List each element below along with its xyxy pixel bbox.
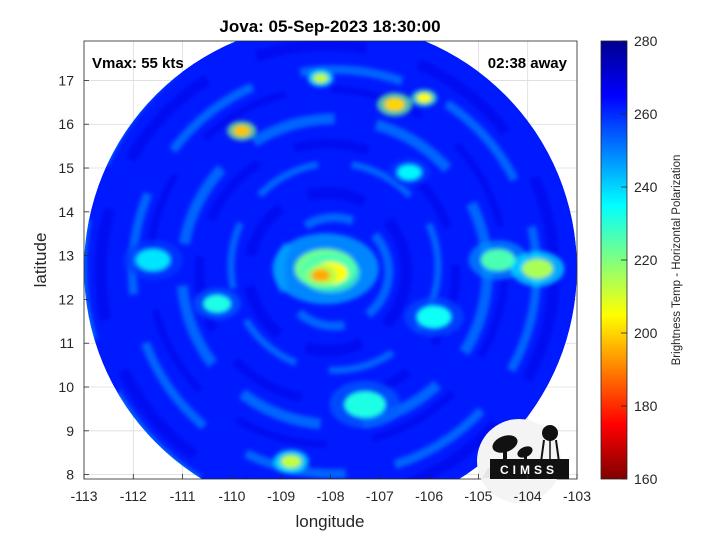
y-tick-label: 15 bbox=[58, 160, 74, 176]
colorbar-tick-label: 180 bbox=[634, 398, 658, 414]
y-tick-label: 16 bbox=[58, 116, 74, 132]
x-tick-label: -107 bbox=[366, 488, 394, 504]
colorbar-ticks: 160 180 200 220 240 260 280 bbox=[621, 33, 658, 487]
x-axis-label: longitude bbox=[295, 512, 364, 531]
colorbar-tick-label: 240 bbox=[634, 179, 658, 195]
y-tick-label: 10 bbox=[58, 379, 74, 395]
swath-feature bbox=[384, 97, 405, 112]
x-tick-label: -106 bbox=[415, 488, 443, 504]
swath-band bbox=[243, 187, 412, 357]
colorbar-tick-label: 280 bbox=[634, 33, 658, 49]
x-tick-label: -110 bbox=[218, 488, 245, 504]
swath-image bbox=[84, 41, 577, 479]
x-tick-label: -112 bbox=[120, 488, 147, 504]
swath-feature bbox=[522, 258, 554, 279]
swath-feature bbox=[280, 454, 302, 469]
swath-feature bbox=[203, 294, 231, 313]
y-tick-label: 14 bbox=[58, 204, 74, 220]
y-tick-label: 17 bbox=[58, 72, 74, 88]
cimss-logo-text: CIMSS bbox=[500, 463, 558, 477]
swath-feature bbox=[233, 125, 251, 137]
swath-feature bbox=[344, 391, 386, 418]
x-tick-label: -113 bbox=[71, 488, 98, 504]
y-tick-label: 13 bbox=[58, 248, 74, 264]
x-tick-label: -109 bbox=[267, 488, 295, 504]
y-tick-label: 9 bbox=[66, 423, 74, 439]
swath-feature bbox=[416, 93, 432, 103]
swath-feature bbox=[416, 305, 452, 329]
colorbar-tick-label: 220 bbox=[634, 252, 658, 268]
y-tick-label: 8 bbox=[66, 467, 74, 483]
y-axis-label: latitude bbox=[31, 233, 50, 288]
swath-feature bbox=[135, 248, 171, 272]
swath-feature bbox=[310, 269, 331, 282]
x-tick-label: -105 bbox=[464, 488, 492, 504]
swath-feature bbox=[313, 73, 329, 84]
swath-band bbox=[194, 139, 461, 405]
y-tick-label: 11 bbox=[59, 335, 74, 351]
colorbar-tick-label: 200 bbox=[634, 325, 658, 341]
chart-title: Jova: 05-Sep-2023 18:30:00 bbox=[219, 17, 440, 36]
vmax-annotation: Vmax: 55 kts bbox=[92, 55, 184, 72]
cimss-logo: CIMSS bbox=[477, 419, 569, 503]
y-tick-label: 12 bbox=[58, 291, 74, 307]
colorbar-label: Brightness Temp - Horizontal Polarizatio… bbox=[671, 155, 683, 366]
axis-ticks: -113 -112 -111 -110 -109 -108 -107 -106 -105 -104… bbox=[58, 72, 591, 504]
swath-band bbox=[227, 159, 442, 374]
swath-feature bbox=[480, 248, 516, 272]
colorbar-tick-label: 160 bbox=[634, 471, 658, 487]
x-tick-label: -104 bbox=[514, 488, 542, 504]
x-tick-label: -108 bbox=[316, 488, 344, 504]
colorbar-tick-label: 260 bbox=[634, 106, 658, 122]
swath-features bbox=[123, 69, 565, 474]
x-tick-label: -111 bbox=[170, 488, 196, 504]
swath-feature bbox=[397, 164, 422, 181]
x-tick-label: -103 bbox=[563, 488, 591, 504]
time-away-annotation: 02:38 away bbox=[488, 55, 568, 72]
